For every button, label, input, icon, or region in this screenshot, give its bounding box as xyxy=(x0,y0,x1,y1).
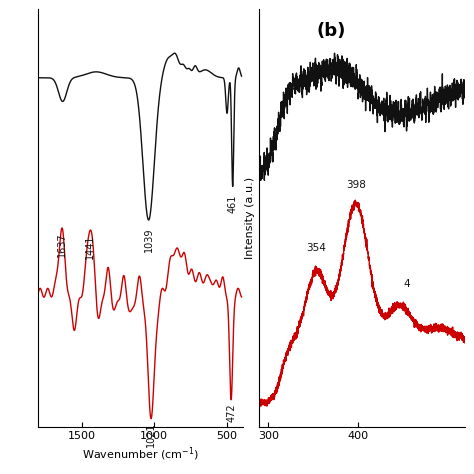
Text: 398: 398 xyxy=(346,180,365,190)
Text: 461: 461 xyxy=(228,194,237,213)
Text: 1021: 1021 xyxy=(146,422,156,447)
Text: 472: 472 xyxy=(226,404,236,422)
Text: 354: 354 xyxy=(307,243,327,253)
Text: 1039: 1039 xyxy=(144,228,154,253)
X-axis label: Wavenumber (cm$^{-1}$): Wavenumber (cm$^{-1}$) xyxy=(82,446,199,463)
Text: 4: 4 xyxy=(404,279,410,290)
Text: (b): (b) xyxy=(317,22,346,40)
Y-axis label: Intensity (a.u.): Intensity (a.u.) xyxy=(245,177,255,259)
Text: 1441: 1441 xyxy=(85,234,95,259)
Text: 1637: 1637 xyxy=(56,233,67,257)
